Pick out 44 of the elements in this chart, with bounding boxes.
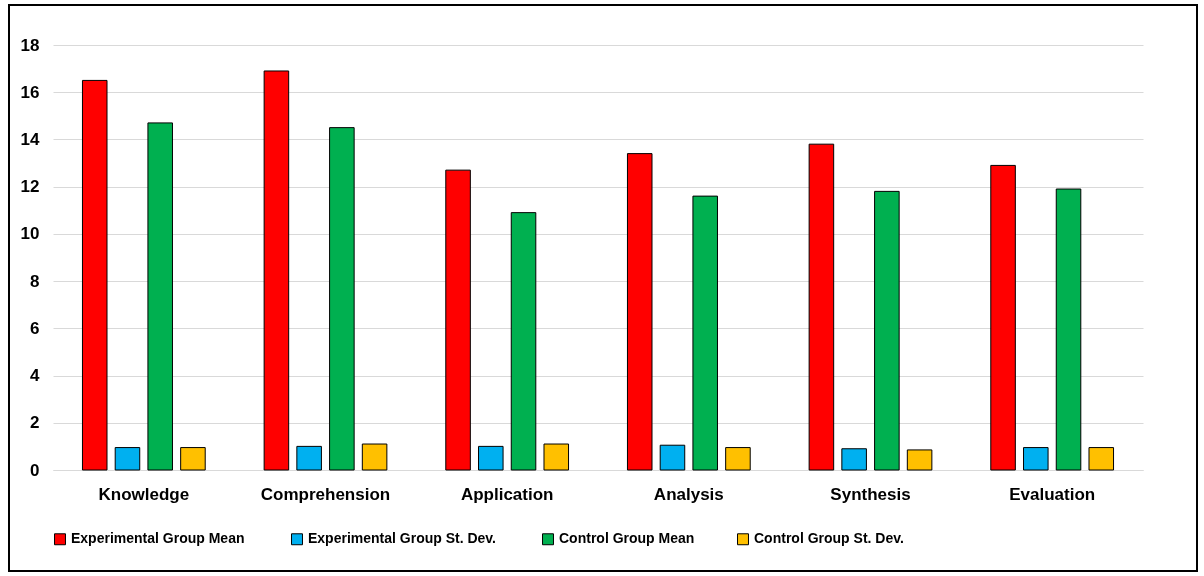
bar	[81, 79, 108, 471]
bar	[990, 164, 1016, 471]
bar	[445, 169, 471, 471]
bar	[874, 190, 900, 471]
bar	[296, 445, 322, 471]
y-tick-label: 4	[30, 366, 41, 386]
bar	[626, 153, 653, 471]
bar	[1055, 188, 1082, 471]
bar	[906, 449, 933, 471]
bar	[361, 443, 388, 471]
bar	[841, 448, 867, 471]
x-tick-label: Knowledge	[98, 484, 190, 504]
bar	[510, 212, 537, 471]
y-tick-label: 10	[20, 224, 40, 244]
y-tick-label: 16	[20, 82, 40, 102]
x-tick-label: Evaluation	[1009, 484, 1096, 504]
legend-label: Experimental Group Mean	[71, 530, 245, 547]
y-tick-label: 14	[20, 129, 41, 149]
x-tick-label: Synthesis	[830, 484, 911, 504]
x-tick-label: Application	[460, 484, 554, 504]
bar	[263, 70, 290, 471]
bar	[725, 447, 751, 471]
legend-label: Experimental Group St. Dev.	[308, 530, 497, 547]
y-tick-label: 0	[30, 460, 40, 480]
legend-label: Control Group St. Dev.	[754, 530, 904, 547]
bar	[180, 447, 206, 471]
bar	[692, 195, 718, 471]
y-tick-label: 2	[30, 413, 40, 433]
legend-label: Control Group Mean	[559, 530, 695, 547]
x-tick-label: Comprehension	[260, 484, 391, 504]
x-tick-label: Analysis	[653, 484, 724, 504]
bar	[147, 122, 173, 471]
bar	[1088, 447, 1115, 471]
y-tick-label: 6	[30, 318, 40, 338]
bar	[114, 447, 141, 471]
y-tick-label: 12	[20, 177, 40, 197]
y-tick-label: 18	[20, 35, 40, 55]
bar	[543, 443, 570, 471]
bar	[659, 444, 686, 471]
bar	[478, 445, 504, 471]
y-tick-label: 8	[30, 271, 40, 291]
bar	[1023, 447, 1049, 471]
bar	[329, 127, 355, 471]
bar	[808, 143, 835, 471]
